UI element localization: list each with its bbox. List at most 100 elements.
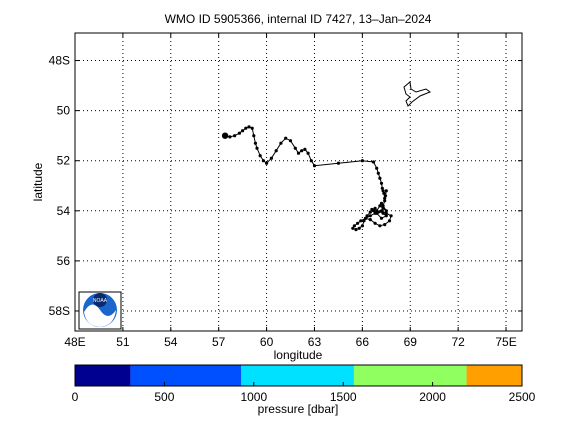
trajectory-point <box>384 211 388 215</box>
trajectory-point <box>359 219 363 223</box>
trajectory-point <box>383 196 387 200</box>
trajectory-point <box>376 210 380 214</box>
noaa-logo: NOAA <box>78 291 122 330</box>
y-tick-label: 48S <box>49 54 70 68</box>
trajectory-point <box>376 171 380 175</box>
trajectory-point <box>269 156 273 160</box>
trajectory-point <box>233 134 237 138</box>
trajectory-point <box>381 189 385 193</box>
trajectory-point <box>375 166 379 170</box>
trajectory-point <box>237 131 241 135</box>
trajectory-point <box>247 125 251 129</box>
trajectory-point <box>274 149 278 153</box>
trajectory-point <box>293 146 297 150</box>
trajectory-point <box>258 154 262 158</box>
trajectory-point <box>368 218 372 222</box>
trajectory-point <box>379 216 384 220</box>
trajectory-point <box>387 219 392 223</box>
trajectory-point <box>378 176 382 180</box>
trajectory-point <box>371 160 376 164</box>
y-tick-label: 58S <box>49 304 70 318</box>
trajectory-point <box>306 151 310 155</box>
trajectory-start-point <box>221 132 229 139</box>
trajectory-point <box>378 204 382 208</box>
trajectory-point <box>379 209 384 213</box>
trajectory-point <box>382 191 386 195</box>
colorbar-tick-label: 2500 <box>509 390 536 404</box>
colorbar-frame <box>74 364 523 387</box>
y-axis-label: latitude <box>31 162 45 201</box>
x-tick-label: 75E <box>495 335 516 349</box>
colorbar-tick-label: 2000 <box>419 390 446 404</box>
x-tick-label: 63 <box>308 335 322 349</box>
colorbar-tick-label: 500 <box>154 390 174 404</box>
plot-area: NOAA 48E 51 54 57 60 63 66 69 72 75E 48S 50 52 54 56 5… <box>31 32 523 362</box>
trajectory-point <box>373 211 377 215</box>
x-axis-label: longitude <box>274 348 323 362</box>
trajectory-point <box>252 134 256 138</box>
trajectory-point <box>362 219 366 223</box>
trajectory-point <box>300 149 304 153</box>
colorbar-band <box>241 365 354 386</box>
trajectory-point <box>357 226 361 230</box>
plot-frame <box>74 32 523 332</box>
trajectory-point <box>378 224 382 228</box>
y-tick-labels: 48S 50 52 54 56 58S <box>49 54 71 318</box>
logo-bird-icon <box>93 293 107 307</box>
colorbar-bands <box>75 365 522 386</box>
trajectory-point <box>381 206 385 210</box>
trajectory-point <box>228 135 232 139</box>
y-tick-label: 52 <box>57 154 71 168</box>
colorbar-band <box>466 365 522 386</box>
trajectory-point <box>368 214 372 218</box>
logo-text: NOAA <box>93 298 108 304</box>
y-tick-label: 56 <box>57 254 71 268</box>
x-tick-label: 54 <box>164 335 178 349</box>
trajectory-point <box>288 139 293 143</box>
trajectory-point <box>380 186 384 190</box>
trajectory-point <box>381 204 385 208</box>
y-gridlines <box>75 60 522 312</box>
trajectory-point <box>336 161 340 165</box>
trajectory-point <box>368 210 372 214</box>
trajectory-point <box>384 209 388 213</box>
island-shape <box>403 81 432 107</box>
colorbar-tick-label: 0 <box>72 390 79 404</box>
trajectory-point <box>384 214 388 218</box>
island-outline <box>403 81 432 107</box>
trajectory-point <box>365 214 369 218</box>
colorbar-tick-label: 1000 <box>240 390 267 404</box>
trajectory-point <box>303 147 307 151</box>
trajectory-points <box>221 125 393 232</box>
trajectory-point <box>379 201 384 205</box>
x-tick-label: 66 <box>356 335 370 349</box>
trajectory-point <box>360 159 364 163</box>
trajectory-point <box>383 223 387 227</box>
trajectory-point <box>250 126 254 130</box>
trajectory-point <box>373 206 377 210</box>
chart-title: WMO ID 5905366, internal ID 7427, 13–Jan… <box>165 12 432 26</box>
trajectory-point <box>352 224 356 228</box>
colorbar-tick-labels: 0 500 1000 1500 2000 2500 <box>72 382 536 404</box>
trajectory-point <box>244 126 248 130</box>
trajectory-point <box>381 211 385 215</box>
y-tick-label: 54 <box>57 204 71 218</box>
trajectory-point <box>284 136 288 140</box>
trajectory-point <box>360 224 364 228</box>
colorbar-band <box>353 365 467 386</box>
trajectory-point <box>253 141 257 145</box>
trajectory-point <box>364 216 368 220</box>
pressure-colorbar: 0 500 1000 1500 2000 2500 pressure [dbar] <box>72 364 536 416</box>
trajectory-point <box>379 181 384 185</box>
x-tick-label: 72 <box>451 335 465 349</box>
trajectory-point <box>351 226 355 230</box>
logo-wave <box>84 304 116 327</box>
x-tick-label: 60 <box>260 335 274 349</box>
trajectory-point <box>383 199 387 203</box>
trajectory-point <box>354 228 358 232</box>
trajectory-point <box>255 146 259 150</box>
colorbar-band <box>130 365 242 386</box>
trajectory-point <box>309 159 313 163</box>
x-tick-label: 57 <box>212 335 226 349</box>
